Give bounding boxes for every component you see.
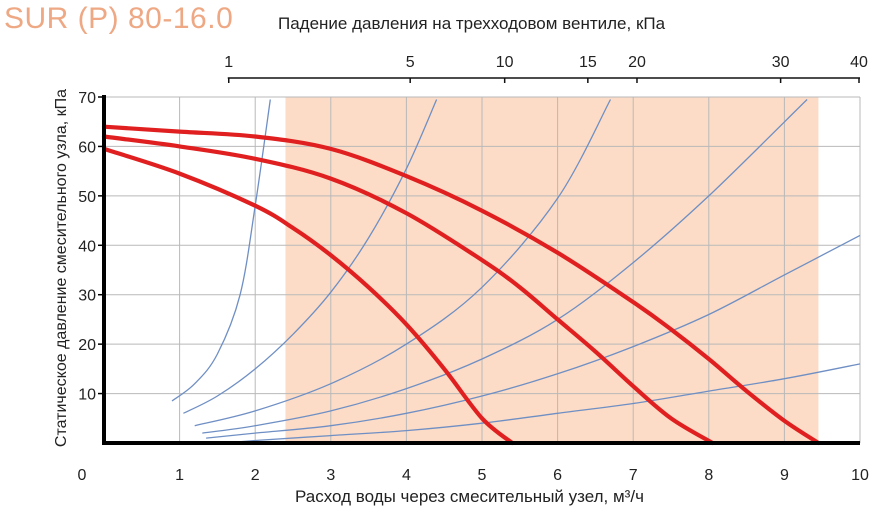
- y-tick-label: 20: [78, 337, 96, 354]
- x-tick-label: 2: [251, 467, 260, 484]
- y-tick-label: 60: [78, 139, 96, 156]
- system-curve-line: [206, 234, 861, 439]
- top-tick-label: 20: [628, 54, 646, 71]
- y-tick-label: 50: [78, 189, 96, 206]
- pump-curve-line: [101, 124, 821, 446]
- system-curve-line: [224, 363, 861, 444]
- x-tick-label: 8: [704, 467, 713, 484]
- system-curves-layer: [171, 99, 861, 444]
- grid-layer: [104, 96, 861, 443]
- top-tick-label: 40: [850, 54, 868, 71]
- x-tick-label: 3: [326, 467, 335, 484]
- system-curve-line: [171, 99, 271, 402]
- background-layer: [285, 97, 819, 443]
- y-tick-label: 10: [78, 387, 96, 404]
- x-tick-label: 1: [175, 467, 184, 484]
- top-tick-label: 30: [772, 54, 790, 71]
- top-tick-label: 1: [224, 54, 233, 71]
- pump-curve-line: [101, 146, 515, 446]
- x-tick-label: 7: [629, 467, 638, 484]
- y-tick-label: 70: [78, 90, 96, 107]
- working-range-band: [285, 97, 819, 443]
- x-tick-label: 9: [780, 467, 789, 484]
- x-tick-label: 10: [851, 467, 869, 484]
- x-tick-label: 4: [402, 467, 411, 484]
- pump-curve-line: [101, 134, 715, 446]
- top-axis-title: Падение давления на трехходовом вентиле,…: [278, 14, 666, 33]
- series-layer: [101, 124, 821, 446]
- system-curve-line: [183, 99, 438, 414]
- top-tick-label: 15: [579, 54, 597, 71]
- top-tick-label: 10: [496, 54, 514, 71]
- x-axis-title: Расход воды через смесительный узел, м³/…: [295, 487, 644, 506]
- top-tick-label: 5: [406, 54, 415, 71]
- x-tick-label: 6: [553, 467, 562, 484]
- system-curve-line: [202, 99, 808, 434]
- axis-layer: [98, 77, 860, 445]
- x-tick-label: 0: [78, 467, 87, 484]
- y-tick-label: 30: [78, 288, 96, 305]
- chart-model-title: SUR (P) 80-16.0: [4, 2, 234, 35]
- y-tick-label: 40: [78, 238, 96, 255]
- x-tick-label: 5: [478, 467, 487, 484]
